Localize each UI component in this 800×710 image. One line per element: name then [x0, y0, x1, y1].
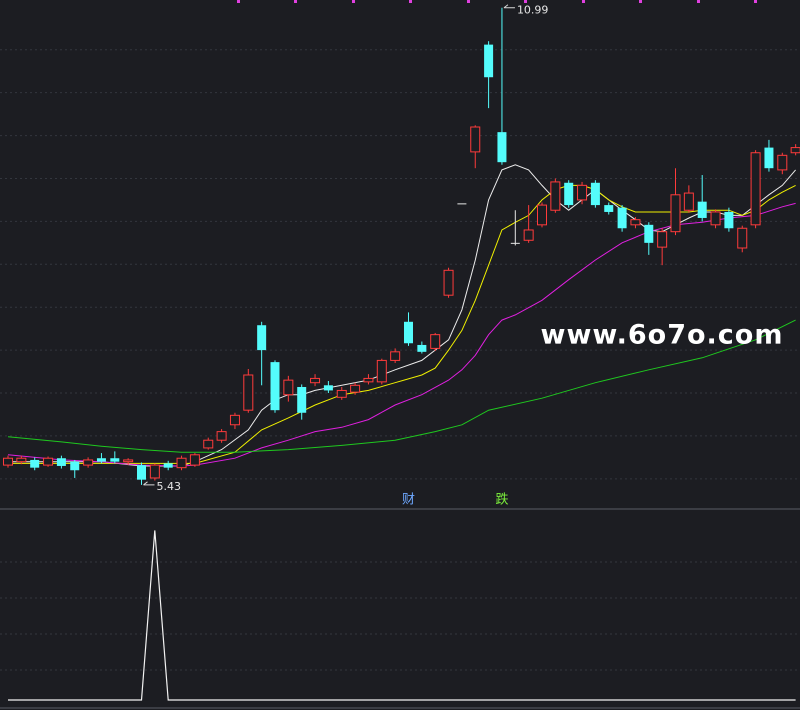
- candle-body: [297, 387, 307, 413]
- dot: [754, 0, 757, 3]
- candle-body: [323, 385, 333, 391]
- dot: [524, 0, 527, 3]
- candle-body: [644, 224, 654, 243]
- dot: [697, 0, 700, 3]
- candle-body: [590, 182, 600, 206]
- dot: [409, 0, 412, 3]
- candle-body: [16, 457, 27, 463]
- candle-body: [110, 458, 120, 462]
- candle-body: [149, 464, 160, 479]
- top-dots: [237, 0, 757, 3]
- signal-label: 财: [402, 493, 415, 508]
- candle-body: [3, 457, 13, 466]
- candle-body: [737, 227, 748, 249]
- candle-body: [376, 359, 387, 383]
- ma-line: [7, 319, 796, 453]
- candle-body: [683, 192, 694, 211]
- candle-body: [417, 344, 427, 352]
- candle-body: [404, 321, 413, 344]
- candle-body: [657, 231, 668, 248]
- candle-body: [523, 229, 534, 241]
- candle-body: [243, 374, 254, 411]
- candle-body: [363, 377, 374, 383]
- candle-body: [163, 463, 173, 468]
- dot: [467, 0, 470, 3]
- candle-body: [630, 219, 641, 226]
- candle-body: [83, 459, 94, 466]
- candle-body: [350, 384, 361, 393]
- candle-body: [550, 181, 561, 211]
- price-label: 5.43: [157, 480, 182, 493]
- signal-label: 跌: [495, 492, 508, 508]
- candle-body: [310, 377, 321, 384]
- candle-body: [724, 211, 734, 229]
- dot: [352, 0, 355, 3]
- candle-body: [510, 242, 520, 244]
- candle-body: [443, 269, 454, 296]
- candle-body: [604, 205, 614, 212]
- dot: [294, 0, 297, 3]
- candle-body: [617, 207, 627, 229]
- candle-body: [750, 152, 761, 226]
- candle-body: [697, 201, 707, 218]
- label-arrow: [143, 481, 155, 486]
- candle-body: [229, 414, 240, 426]
- candle-body: [283, 379, 294, 396]
- candle-body: [43, 457, 54, 466]
- candle-body: [537, 204, 547, 226]
- dot: [237, 0, 240, 3]
- candle-body: [176, 457, 187, 469]
- candle-body: [390, 351, 401, 361]
- candle-body: [96, 458, 106, 462]
- candle-body: [216, 431, 227, 441]
- candle-body: [777, 154, 788, 171]
- indicator-line: [8, 530, 796, 701]
- watermark: www.6o7o.com: [541, 320, 784, 351]
- candle-body: [670, 194, 681, 233]
- candle-body: [457, 203, 467, 205]
- candle-body: [203, 439, 214, 449]
- candle-body: [470, 126, 481, 153]
- candle-body: [336, 389, 347, 398]
- candle-body: [764, 147, 774, 169]
- candle-body: [257, 325, 267, 351]
- candle-body: [790, 147, 800, 154]
- candle-body: [430, 334, 441, 349]
- label-arrow: [503, 4, 515, 9]
- candle-body: [123, 459, 134, 463]
- price-label: 10.99: [517, 4, 549, 17]
- candle-body: [30, 459, 40, 468]
- candle-body: [270, 362, 280, 411]
- dot: [639, 0, 642, 3]
- dot: [582, 0, 585, 3]
- lower-grid: [0, 561, 800, 671]
- candle-body: [70, 461, 80, 471]
- candle-body: [137, 465, 146, 480]
- candle-body: [56, 458, 66, 466]
- candle-body: [564, 182, 574, 206]
- candle-body: [189, 454, 200, 466]
- candle-body: [710, 211, 721, 226]
- candle-body: [577, 184, 588, 201]
- candle-body: [484, 44, 494, 78]
- candle-body: [497, 132, 507, 163]
